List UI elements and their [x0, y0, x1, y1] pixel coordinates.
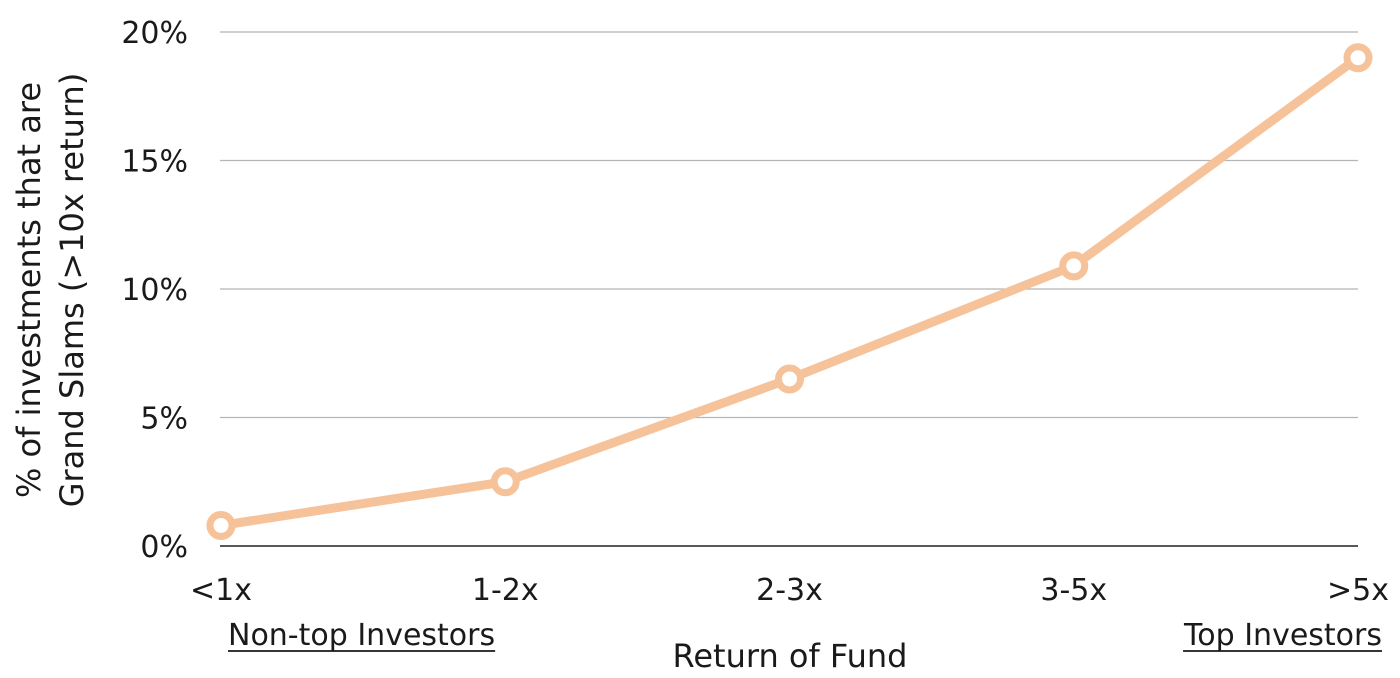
y-tick-label: 5%	[140, 402, 188, 437]
y-tick-label: 10%	[121, 273, 188, 308]
annotation-non-top-investors: Non-top Investors	[228, 618, 495, 653]
data-series	[206, 43, 1373, 540]
data-point	[490, 467, 520, 497]
x-tick-labels: <1x 1-2x 2-3x 3-5x >5x	[190, 573, 1389, 608]
y-axis-title-line-2: Grand Slams (>10x return)	[53, 73, 91, 508]
data-point	[1059, 251, 1089, 281]
x-tick-label: <1x	[190, 573, 252, 608]
y-tick-labels: 0% 5% 10% 15% 20%	[121, 16, 188, 565]
x-tick-label: 1-2x	[472, 573, 539, 608]
data-point	[1343, 43, 1373, 73]
x-tick-label: 3-5x	[1040, 573, 1107, 608]
x-tick-label: 2-3x	[756, 573, 823, 608]
y-tick-label: 0%	[140, 530, 188, 565]
series-line	[216, 53, 1363, 530]
x-tick-label: >5x	[1327, 573, 1389, 608]
data-point	[206, 510, 236, 540]
y-tick-label: 20%	[121, 16, 188, 51]
data-point	[775, 364, 804, 394]
y-axis-title-line-1: % of investments that are	[10, 82, 48, 498]
x-axis-title: Return of Fund	[673, 637, 908, 675]
annotation-top-investors: Top Investors	[1183, 618, 1382, 653]
grid-lines	[220, 31, 1358, 419]
y-tick-label: 15%	[121, 145, 188, 180]
